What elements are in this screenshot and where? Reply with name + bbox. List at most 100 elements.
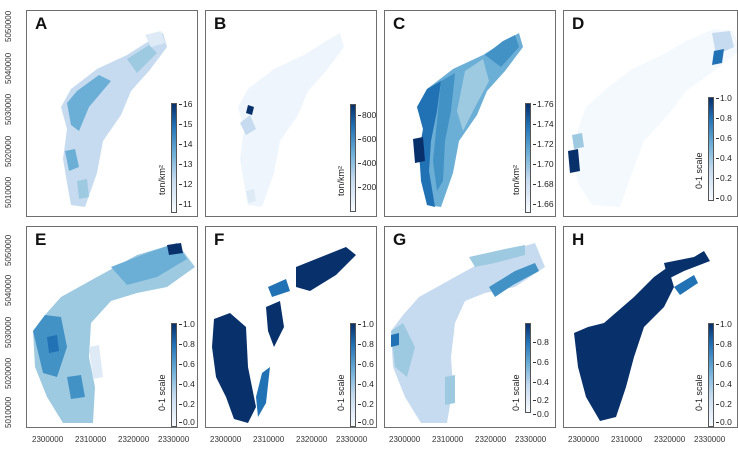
map-area	[238, 33, 344, 207]
region	[240, 115, 256, 135]
legend-tick: 1.74	[533, 119, 554, 129]
legend-unit: 0-1 scale	[336, 374, 346, 411]
legend-tick: 11	[179, 199, 192, 209]
region	[489, 263, 539, 297]
x-tick: 2320000	[296, 435, 328, 444]
region	[457, 59, 489, 131]
legend-colorbar	[171, 103, 177, 213]
region	[65, 149, 79, 171]
map-panel-e: E 1.0 0.8 0.6 0.4 0.2 0.0 0-1 scale	[26, 226, 198, 428]
region	[47, 335, 59, 353]
legend-tick: 0.2	[358, 399, 374, 409]
legend-tick: 0.2	[179, 399, 195, 409]
region	[413, 137, 425, 163]
legend-unit: 0-1 scale	[511, 374, 521, 411]
region	[127, 45, 157, 73]
map-area	[574, 251, 710, 421]
legend-tick: 0.0	[358, 417, 374, 427]
legend-tick: 0.4	[716, 153, 732, 163]
region	[266, 301, 284, 347]
legend-tick: 0.2	[716, 399, 732, 409]
legend-tick: 800	[357, 110, 377, 120]
legend-tick: 0.8	[716, 113, 732, 123]
legend-tick: 1.68	[533, 179, 554, 189]
legend-tick: 12	[178, 179, 193, 189]
legend-tick: 0.6	[533, 357, 549, 367]
map-panel-h: H 1.0 0.8 0.6 0.4 0.2 0.0 0-1 scale	[563, 226, 738, 428]
region	[256, 367, 270, 417]
map-panel-a: A 16 15 14 13 12 11 ton/km²	[26, 10, 198, 217]
panel-label: D	[572, 14, 585, 33]
legend-tick: 0.2	[533, 395, 549, 405]
legend-colorbar	[350, 323, 356, 427]
region	[572, 29, 737, 207]
legend-unit: ton/km²	[157, 164, 167, 195]
legend-tick: 600	[357, 134, 377, 144]
legend-tick: 0.0	[533, 409, 549, 419]
map-panel-f: F 1.0 0.8 0.6 0.4 0.2 0.0 0-1 scale	[205, 226, 377, 428]
y-tick: 5050000	[4, 10, 13, 42]
legend-tick: 0.8	[533, 337, 549, 347]
y-tick: 5050000	[4, 234, 13, 266]
x-tick: 2310000	[253, 435, 285, 444]
legend-tick: 0.0	[716, 193, 732, 203]
legend-tick: 15	[178, 119, 193, 129]
x-tick: 2320000	[118, 435, 150, 444]
x-tick: 2330000	[336, 435, 368, 444]
map-panel-b: B 800 600 400 200 ton/km²	[205, 10, 377, 217]
x-tick: 2320000	[475, 435, 507, 444]
x-tick: 2300000	[32, 435, 64, 444]
y-tick: 5010000	[4, 176, 13, 208]
legend-tick: 0.6	[716, 359, 732, 369]
legend-tick: 0.4	[716, 379, 732, 389]
legend-unit: 0-1 scale	[157, 374, 167, 411]
panel-label: E	[35, 230, 47, 249]
x-tick: 2310000	[75, 435, 107, 444]
region	[712, 49, 724, 65]
legend-tick: 1.72	[533, 139, 554, 149]
x-tick: 2330000	[158, 435, 190, 444]
x-tick: 2330000	[694, 435, 726, 444]
legend-tick: 0.8	[179, 339, 195, 349]
region	[391, 333, 399, 347]
region	[145, 31, 165, 47]
legend-tick: 0.4	[358, 379, 374, 389]
legend-colorbar	[708, 97, 714, 201]
y-tick: 5010000	[4, 396, 13, 428]
region	[664, 251, 710, 279]
legend-tick: 0.2	[716, 173, 732, 183]
legend-tick: 16	[178, 99, 193, 109]
legend-tick: 1.0	[716, 319, 732, 329]
region	[433, 73, 455, 191]
y-tick: 5030000	[4, 93, 13, 125]
panel-label: F	[214, 230, 225, 249]
region	[485, 35, 519, 67]
legend-tick: 1.0	[179, 319, 195, 329]
region	[674, 275, 698, 295]
legend-tick: 1.76	[533, 99, 554, 109]
region	[238, 33, 344, 207]
legend-unit: ton/km²	[336, 165, 346, 196]
legend-tick: 1.66	[533, 199, 554, 209]
panel-label: G	[393, 230, 407, 249]
region	[268, 279, 290, 297]
region	[469, 245, 525, 267]
region	[574, 267, 674, 421]
x-tick: 2300000	[210, 435, 242, 444]
region	[111, 243, 187, 285]
legend-unit: 0-1 scale	[694, 152, 704, 189]
legend-tick: 1.0	[716, 93, 732, 103]
map-area	[413, 33, 523, 207]
legend-tick: 0.8	[358, 339, 374, 349]
map-panel-d: D 1.0 0.8 0.6 0.4 0.2 0.0 0-1 scale	[563, 10, 738, 217]
panel-label: B	[214, 14, 227, 33]
legend-tick: 0.6	[716, 133, 732, 143]
legend-colorbar	[171, 323, 177, 427]
y-tick: 5020000	[4, 357, 13, 389]
map-area	[61, 31, 167, 207]
x-tick: 2330000	[515, 435, 547, 444]
y-tick: 5030000	[4, 316, 13, 348]
legend-tick: 0.6	[358, 359, 374, 369]
map-panel-g: G 0.8 0.6 0.4 0.2 0.0 0-1 scale	[384, 226, 556, 428]
